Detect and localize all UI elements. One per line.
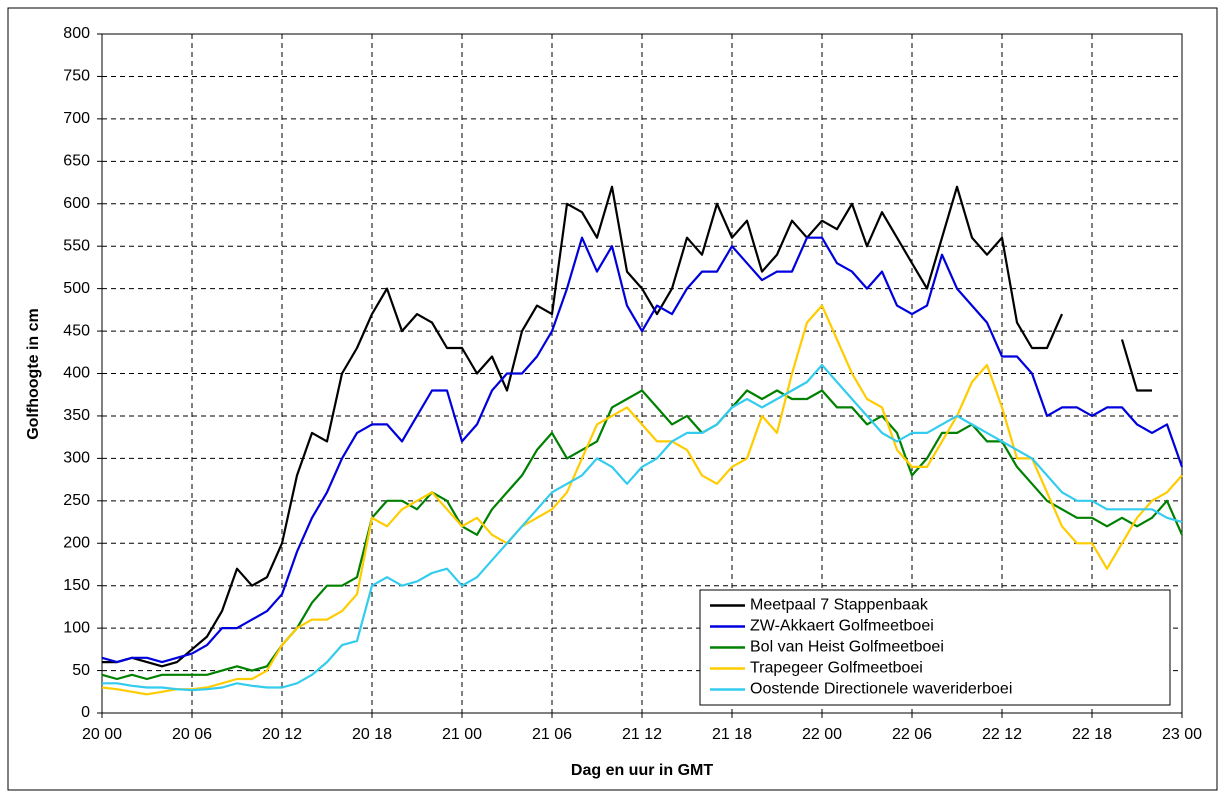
y-tick-label: 350 [63,407,90,424]
legend-label: Meetpaal 7 Stappenbaak [750,597,929,614]
x-tick-label: 20 12 [262,726,302,743]
y-tick-label: 300 [63,450,90,467]
chart-frame [7,7,1218,791]
x-tick-label: 23 00 [1162,726,1202,743]
y-tick-label: 150 [63,577,90,594]
legend-box [699,589,1171,706]
y-tick-label: 750 [63,68,90,85]
x-tick-label: 20 18 [352,726,392,743]
x-tick-label: 22 12 [982,726,1022,743]
x-tick-label: 21 06 [532,726,572,743]
y-tick-label: 700 [63,110,90,127]
series-line [101,304,1183,696]
series-line [101,236,1184,664]
legend: Meetpaal 7 Stappenbaak ZW-Akkaert Golfmee… [699,589,1171,706]
y-tick-label: 550 [63,237,90,254]
y-tick-label: 800 [63,25,90,42]
y-axis-label: Golfhoogte in cm [25,308,42,440]
y-tick-label: 0 [81,704,90,721]
x-tick-label: 22 00 [802,726,842,743]
y-tick-label: 100 [63,619,90,636]
legend-label: Bol van Heist Golfmeetboei [750,639,944,656]
y-tick-label: 500 [63,280,90,297]
y-tick-label: 50 [72,662,90,679]
x-tick-label: 22 18 [1072,726,1112,743]
x-tick-label: 22 06 [892,726,932,743]
series-line [102,363,1183,692]
y-tick-label: 250 [63,492,90,509]
legend-label: ZW-Akkaert Golfmeetboei [750,618,934,635]
x-tick-label: 20 00 [82,726,122,743]
y-tick-label: 200 [63,534,90,551]
x-tick-label: 21 00 [442,726,482,743]
x-axis-label: Dag en uur in GMT [571,762,713,779]
x-tick-label: 21 12 [622,726,662,743]
plot-area [101,33,1183,714]
x-tick-label: 21 18 [712,726,752,743]
y-tick-label: 600 [63,195,90,212]
legend-label: Oostende Directionele waveriderboei [750,681,1012,698]
y-tick-label: 450 [63,322,90,339]
y-tick-label: 400 [63,365,90,382]
x-tick-label: 20 06 [172,726,212,743]
y-tick-label: 650 [63,153,90,170]
legend-label: Trapegeer Golfmeetboei [750,660,923,677]
series-line [102,185,1152,668]
